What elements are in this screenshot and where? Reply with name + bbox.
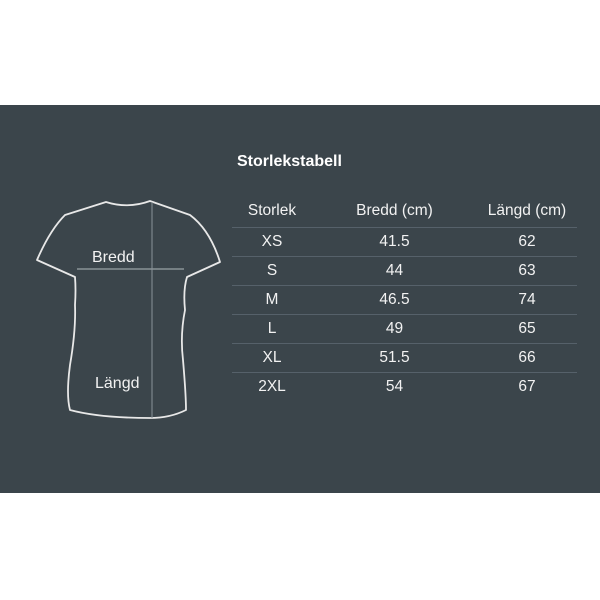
cell-width: 41.5	[312, 227, 477, 257]
table-row: 2XL 54 67	[232, 372, 577, 401]
cell-length: 74	[477, 285, 577, 315]
length-label: Längd	[95, 375, 140, 392]
tshirt-diagram-icon	[36, 200, 221, 419]
cell-size: XS	[232, 227, 312, 257]
cell-length: 66	[477, 343, 577, 373]
table-row: XL 51.5 66	[232, 343, 577, 373]
cell-width: 46.5	[312, 285, 477, 315]
header-width: Bredd (cm)	[356, 202, 433, 219]
cell-size: 2XL	[232, 372, 312, 401]
width-label: Bredd	[92, 249, 135, 266]
cell-width: 51.5	[312, 343, 477, 373]
cell-width: 49	[312, 314, 477, 344]
cell-size: XL	[232, 343, 312, 373]
header-length: Längd (cm)	[487, 202, 567, 219]
cell-width: 44	[312, 256, 477, 286]
cell-size: L	[232, 314, 312, 344]
table-row: M 46.5 74	[232, 285, 577, 315]
size-table: Storlek Bredd (cm) Längd (cm) XS 41.5 62 S 4…	[232, 195, 577, 401]
size-chart-panel: Bredd Längd Storlekstabell Storlek Bredd…	[0, 105, 600, 493]
cell-length: 62	[477, 227, 577, 257]
cell-size: M	[232, 285, 312, 315]
chart-title: Storlekstabell	[237, 153, 342, 170]
cell-length: 65	[477, 314, 577, 344]
cell-width: 54	[312, 372, 477, 401]
cell-length: 67	[477, 372, 577, 401]
table-row: XS 41.5 62	[232, 227, 577, 257]
table-header-row: Storlek Bredd (cm) Längd (cm)	[232, 195, 577, 228]
header-size: Storlek	[247, 202, 297, 219]
cell-size: S	[232, 256, 312, 286]
cell-length: 63	[477, 256, 577, 286]
table-row: L 49 65	[232, 314, 577, 344]
table-row: S 44 63	[232, 256, 577, 286]
